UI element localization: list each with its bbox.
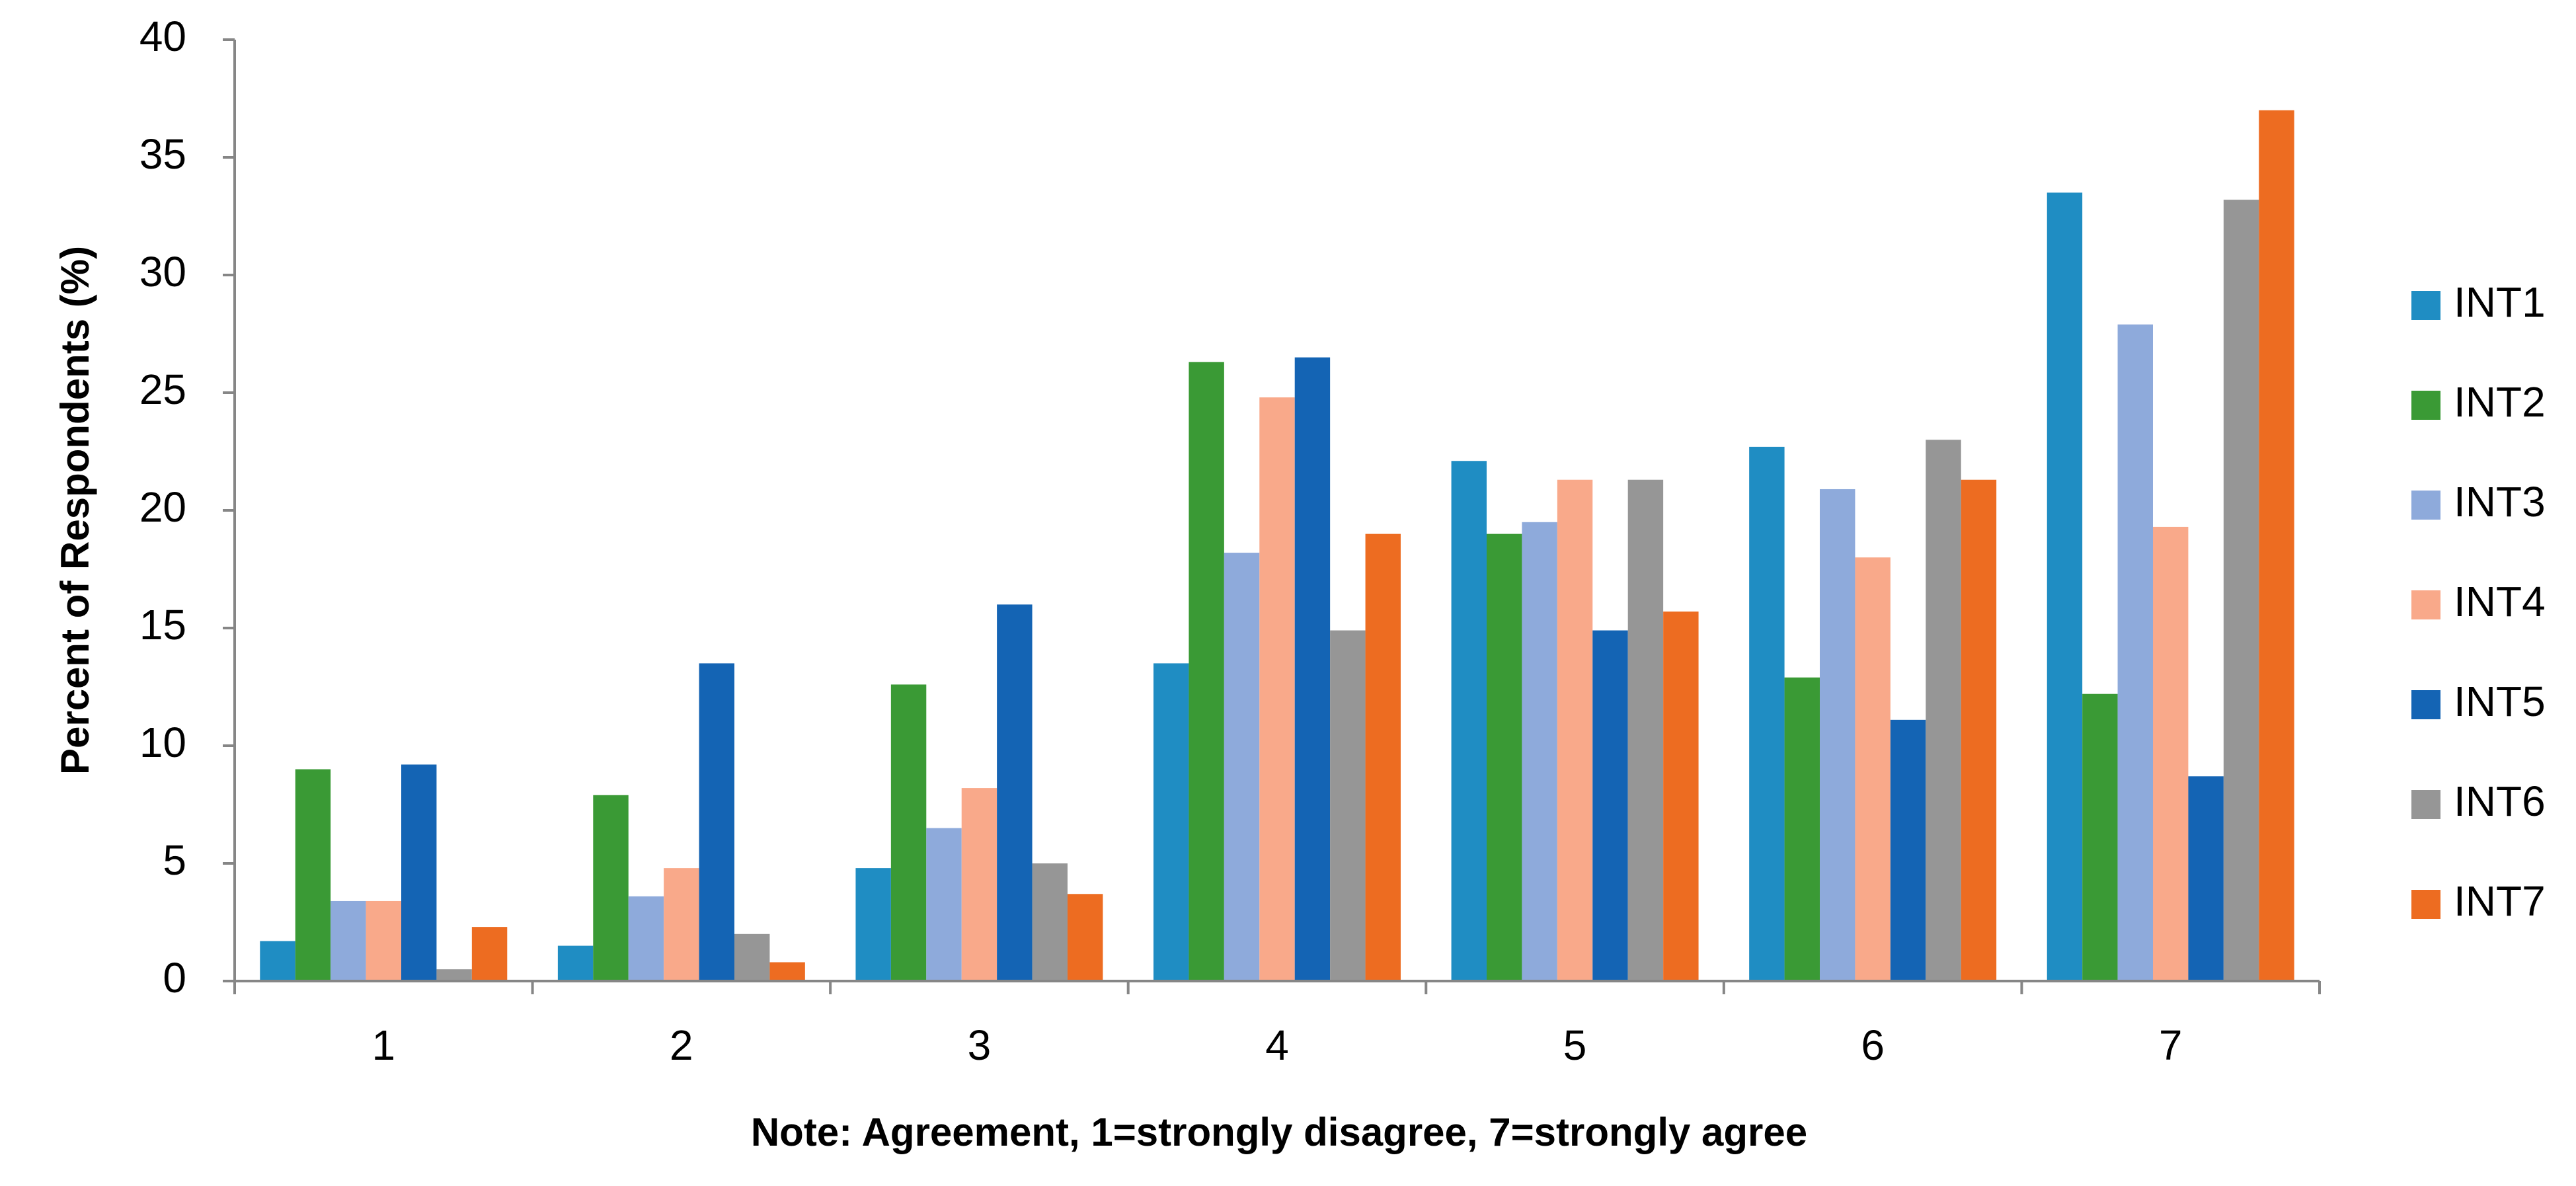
y-tick-label: 20 [139,483,186,531]
bar [471,927,508,981]
legend-label: INT2 [2454,378,2546,426]
bar [2153,526,2189,981]
bar [2188,776,2224,981]
y-tick-label: 15 [139,601,186,649]
bar [366,900,401,981]
legend-swatch [2411,890,2440,919]
bar [1224,553,1260,981]
bar [1557,479,1593,981]
bar [2259,110,2294,981]
legend-swatch [2411,790,2440,819]
bar [890,684,927,981]
y-tick-label: 40 [139,13,186,60]
bar [593,795,629,981]
bar [734,933,770,981]
bar [1820,489,1855,981]
legend-label: INT7 [2454,877,2546,925]
bar [1926,440,1961,981]
y-axis-title: Percent of Respondents (%) [53,246,97,775]
bar [628,896,664,981]
bar [997,604,1033,981]
bar [1153,663,1189,981]
legend-label: INT1 [2454,278,2546,326]
bar [295,769,331,981]
bar [331,900,366,981]
bar [1365,534,1401,981]
y-tick-label: 30 [139,248,186,296]
legend-swatch [2411,690,2440,719]
bar [2117,324,2154,981]
bar [557,945,594,981]
bar [926,828,962,981]
bar [664,868,699,981]
x-axis-title: Note: Agreement, 1=strongly disagree, 7=… [751,1110,1807,1154]
bar [1627,479,1664,981]
y-tick-label: 35 [139,130,186,178]
bar [699,663,734,981]
bar [1663,612,1699,981]
legend-swatch [2411,491,2440,520]
legend-label: INT5 [2454,678,2546,725]
bar [1032,863,1068,981]
bar [2082,693,2118,981]
legend-label: INT4 [2454,578,2546,625]
y-tick-label: 5 [163,836,186,884]
bar [1330,630,1366,981]
bar [1522,522,1557,981]
bar [1451,461,1487,981]
bar [1487,534,1522,981]
bar [1961,479,1997,981]
bar [1890,719,1926,981]
bar [1189,362,1224,981]
bar [1259,397,1295,981]
bar [1784,677,1820,981]
x-tick-label: 4 [1265,1021,1289,1069]
legend-swatch [2411,590,2440,619]
bar [401,764,437,981]
bar [1067,894,1103,981]
x-tick-label: 3 [968,1021,992,1069]
bar [961,788,997,981]
x-tick-label: 7 [2159,1021,2183,1069]
y-tick-label: 10 [139,719,186,766]
bar [2223,200,2259,982]
legend-label: INT3 [2454,478,2546,526]
legend-swatch [2411,291,2440,320]
y-tick-label: 25 [139,366,186,413]
bar [2047,192,2083,981]
bar [1855,557,1891,981]
bar [436,969,472,981]
legend-label: INT6 [2454,777,2546,825]
bar [260,941,295,981]
x-tick-label: 5 [1563,1021,1587,1069]
bar [1592,630,1628,981]
y-tick-label: 0 [163,954,186,1002]
bar [769,962,805,981]
legend-swatch [2411,391,2440,420]
x-tick-label: 6 [1861,1021,1885,1069]
bar [1749,446,1785,981]
bar [855,868,891,981]
x-tick-label: 1 [371,1021,395,1069]
x-tick-label: 2 [670,1021,693,1069]
bar [1294,357,1331,981]
